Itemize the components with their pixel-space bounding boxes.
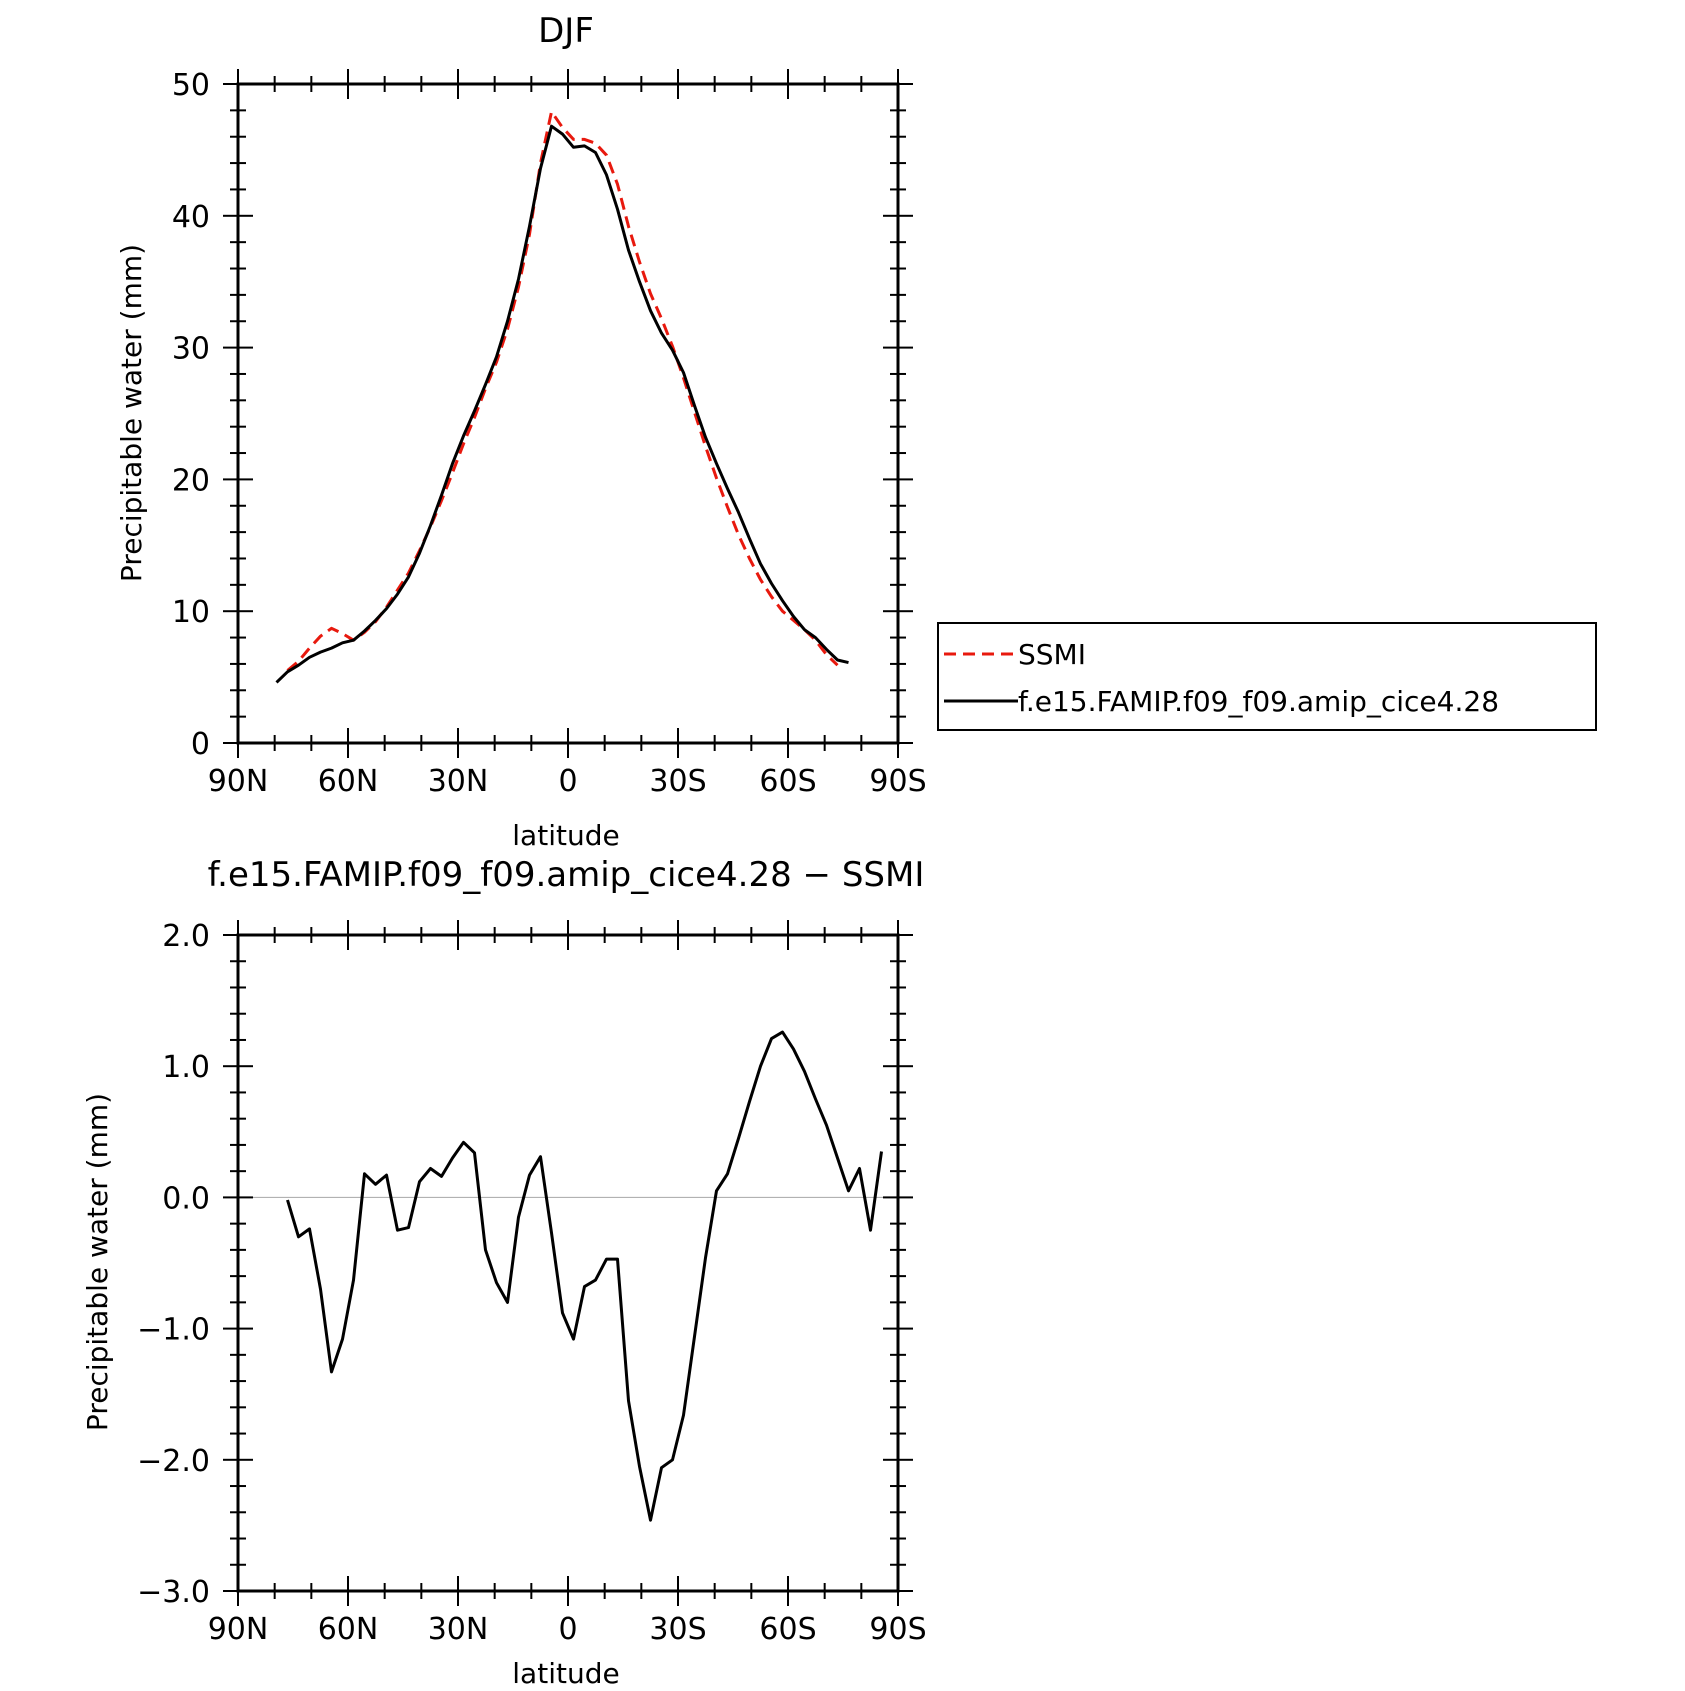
x-tick-label: 0 <box>558 764 577 799</box>
x-tick-label: 30N <box>428 1612 489 1647</box>
bottom-series-lines <box>286 1030 883 1522</box>
bottom-x-axis-title: latitude <box>512 1657 619 1690</box>
bottom-ticks <box>223 920 913 1606</box>
top-x-axis-title: latitude <box>512 819 619 852</box>
y-tick-label: 50 <box>172 68 210 103</box>
y-tick-label: 0 <box>191 727 210 762</box>
legend-box <box>937 622 1597 731</box>
y-tick-label: 2.0 <box>162 919 210 954</box>
x-tick-label: 90N <box>208 1612 269 1647</box>
series-line-0 <box>286 110 839 672</box>
top-y-tick-labels: 0 10 20 30 40 50 <box>172 68 210 762</box>
x-tick-label: 60S <box>759 1612 816 1647</box>
y-tick-label: 1.0 <box>162 1050 210 1085</box>
top-panel: DJF 0 10 20 30 40 50 90N 60N 30N 0 30S 60S 90S lati… <box>115 11 927 852</box>
top-x-tick-labels: 90N 60N 30N 0 30S 60S 90S <box>208 764 927 799</box>
x-tick-label: 30S <box>649 764 706 799</box>
x-tick-label: 60N <box>318 1612 379 1647</box>
y-tick-label: −3.0 <box>137 1575 210 1610</box>
y-tick-label: 40 <box>172 200 210 235</box>
legend: SSMI f.e15.FAMIP.f09_f09.amip_cice4.28 <box>937 622 1597 731</box>
series-line-1 <box>275 124 849 684</box>
y-tick-label: 20 <box>172 463 210 498</box>
y-tick-label: 10 <box>172 595 210 630</box>
top-series-lines <box>275 110 849 684</box>
bottom-panel: f.e15.FAMIP.f09_f09.amip_cice4.28 − SSMI… <box>81 855 927 1690</box>
series-line-0 <box>286 1030 883 1522</box>
bottom-x-tick-labels: 90N 60N 30N 0 30S 60S 90S <box>208 1612 927 1647</box>
x-tick-label: 90N <box>208 764 269 799</box>
y-tick-label: −2.0 <box>137 1444 210 1479</box>
y-tick-label: 30 <box>172 332 210 367</box>
legend-label-model: f.e15.FAMIP.f09_f09.amip_cice4.28 <box>1018 685 1499 718</box>
bottom-y-tick-labels: −3.0 −2.0 −1.0 0.0 1.0 2.0 <box>137 919 210 1610</box>
legend-label-ssmi: SSMI <box>1018 638 1086 671</box>
top-ticks <box>223 69 913 758</box>
top-chart-title: DJF <box>538 11 594 51</box>
x-tick-label: 60N <box>318 764 379 799</box>
y-tick-label: −1.0 <box>137 1313 210 1348</box>
x-tick-label: 60S <box>759 764 816 799</box>
bottom-chart-title: f.e15.FAMIP.f09_f09.amip_cice4.28 − SSMI <box>208 855 925 895</box>
x-tick-label: 0 <box>558 1612 577 1647</box>
x-tick-label: 90S <box>869 1612 926 1647</box>
y-tick-label: 0.0 <box>162 1181 210 1216</box>
bottom-y-axis-title: Precipitable water (mm) <box>81 1093 114 1431</box>
x-tick-label: 90S <box>869 764 926 799</box>
x-tick-label: 30N <box>428 764 489 799</box>
bottom-plot-frame <box>236 933 900 1593</box>
top-y-axis-title: Precipitable water (mm) <box>115 244 148 582</box>
x-tick-label: 30S <box>649 1612 706 1647</box>
